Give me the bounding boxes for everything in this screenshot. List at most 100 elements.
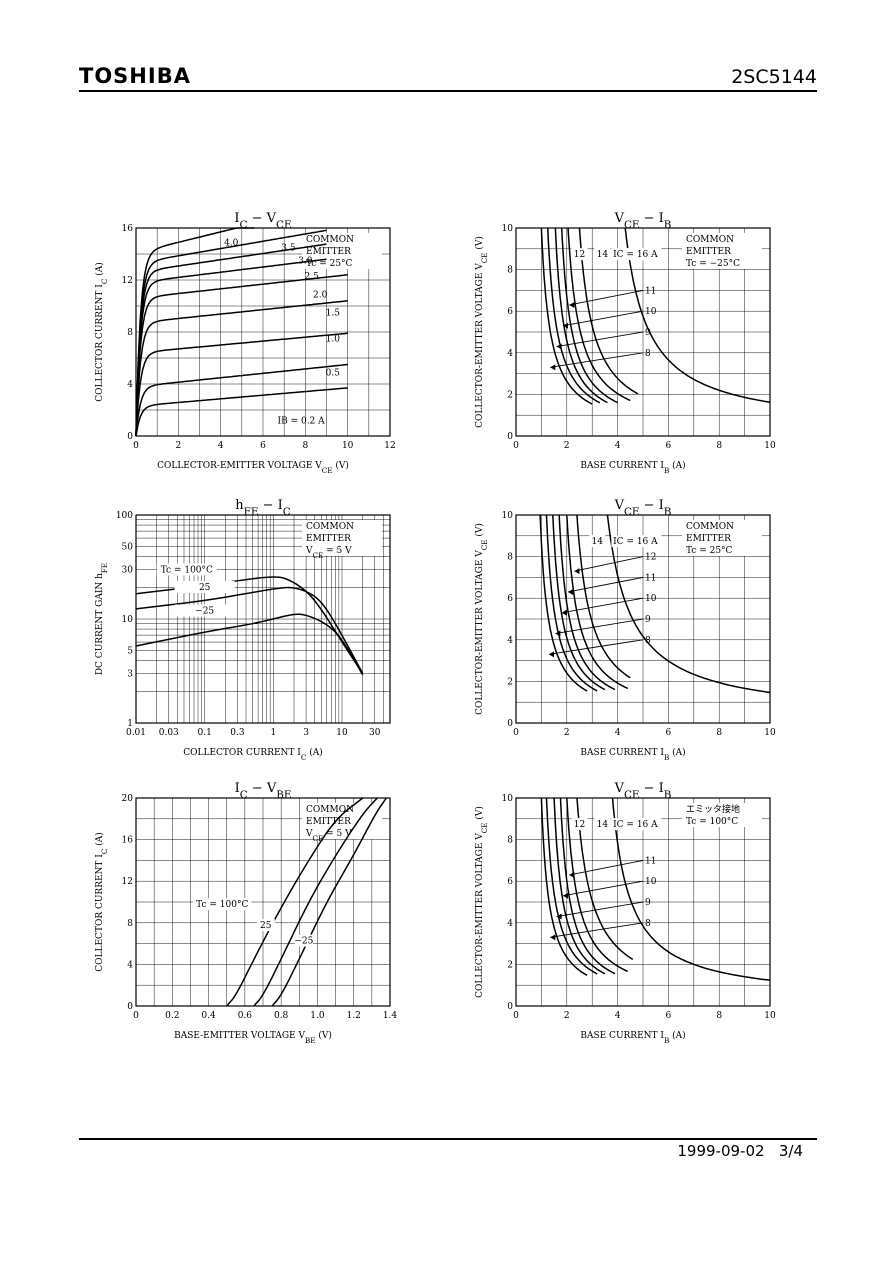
y-tick-label: 0 <box>507 1002 513 1012</box>
label-arrow <box>548 639 644 655</box>
y-tick-label: 16 <box>122 224 134 234</box>
curve-label-ib: 1.0 <box>326 335 341 345</box>
note-bg <box>682 803 762 815</box>
y-axis-label-part: FE <box>100 563 109 573</box>
label-arrow <box>574 556 644 572</box>
x-tick-label: 0.8 <box>274 1011 289 1021</box>
curve-ic-14 <box>576 797 634 961</box>
y-axis-label-part: CE <box>480 252 489 263</box>
chart-note: EMITTER <box>686 534 731 544</box>
chart-note: Tc = 25°C <box>686 546 733 556</box>
x-axis-label-part: B <box>664 753 669 762</box>
y-tick-label: 12 <box>122 877 133 887</box>
y-tick-label: 4 <box>507 349 513 359</box>
label-bg <box>571 248 588 261</box>
y-tick-label: 12 <box>122 276 133 286</box>
chart-title-part: − V <box>248 211 277 226</box>
part-number: 2SC5144 <box>731 66 817 88</box>
x-tick-label: 3 <box>303 728 309 738</box>
y-axis-label-part: (V) <box>474 806 485 822</box>
chart-note: EMITTER <box>306 247 351 257</box>
label-arrow <box>556 331 644 348</box>
chart-note: EMITTER <box>306 534 351 544</box>
chart-note-part: = 5 V <box>323 829 352 839</box>
arrow-head <box>568 588 574 595</box>
arrow-head <box>550 934 556 941</box>
chart-title-part: C <box>240 789 248 801</box>
label-arrow <box>562 310 644 327</box>
arrow-head <box>574 568 580 575</box>
chart-title-part: V <box>614 781 625 796</box>
chart-note: COMMON <box>686 522 734 532</box>
label-arrow <box>569 859 644 876</box>
footer-info: 1999-09-02 3/4 <box>677 1142 803 1160</box>
y-tick-label: 6 <box>507 877 513 887</box>
y-axis-label: COLLECTOR CURRENT IC (A) <box>94 262 109 401</box>
x-tick-label: 6 <box>260 441 266 451</box>
x-tick-label: 0.2 <box>165 1011 179 1021</box>
curve-label-side: 12 <box>645 553 656 563</box>
x-axis-label-part: BE <box>305 1036 316 1045</box>
x-tick-label: 10 <box>342 441 354 451</box>
curve-label-top: 12 <box>574 250 585 260</box>
y-axis-label: DC CURRENT GAIN hFE <box>95 563 109 675</box>
curve-label-side: 11 <box>645 856 656 866</box>
curve-label-side: 10 <box>645 307 657 317</box>
y-tick-label: 5 <box>127 646 133 656</box>
curve-label-top: IC = 16 A <box>613 250 658 260</box>
chart-note: EMITTER <box>306 817 351 827</box>
label-bg <box>611 248 662 261</box>
x-axis-label: BASE CURRENT IB (A) <box>580 747 685 762</box>
y-tick-label: 2 <box>507 677 513 687</box>
x-tick-label: 30 <box>369 728 381 738</box>
note-bg <box>682 544 762 556</box>
label-bg <box>256 919 275 931</box>
curve-vbe--25 <box>271 797 387 1007</box>
note-bg <box>682 233 762 245</box>
curve-vbe-Tc = 100°C <box>225 797 364 1007</box>
plot-frame <box>515 797 771 1007</box>
x-tick-label: 4 <box>615 441 621 451</box>
y-tick-label: 0 <box>507 432 513 442</box>
curve-label-vbe: Tc = 100°C <box>196 900 248 910</box>
label-bg <box>611 818 662 831</box>
arrow-head <box>549 651 555 658</box>
x-tick-label: 1.2 <box>347 1011 361 1021</box>
brand-logo: TOSHIBA <box>79 64 191 88</box>
arrow-head <box>562 322 568 329</box>
arrow-head <box>556 913 562 920</box>
curve-label-top: 12 <box>574 820 585 830</box>
chart-note-part: = 5 V <box>323 546 352 556</box>
x-tick-label: 0.1 <box>198 728 212 738</box>
chart-title-part: C <box>240 219 248 231</box>
y-tick-label: 30 <box>122 565 134 575</box>
arrow-head <box>561 609 567 616</box>
plot-frame <box>135 797 391 1007</box>
label-bg <box>589 535 606 548</box>
x-tick-label: 1.4 <box>383 1011 398 1021</box>
chart-title: VCE − IB <box>614 211 672 231</box>
x-tick-label: 1.0 <box>310 1011 325 1021</box>
arrow-head <box>555 630 561 637</box>
y-axis-label-part: (V) <box>474 236 485 252</box>
label-arrow <box>567 576 644 593</box>
x-axis-label: COLLECTOR-EMITTER VOLTAGE VCE (V) <box>157 460 349 475</box>
plot-frame <box>135 514 391 724</box>
chart-note: COMMON <box>306 522 354 532</box>
y-tick-label: 10 <box>502 794 514 804</box>
curve-ic-16 <box>624 227 771 403</box>
label-arrow <box>550 922 644 938</box>
curve-ic-8 <box>540 798 588 977</box>
chart-title-part: BE <box>276 789 291 801</box>
curve-label-hfe: −25 <box>195 606 214 616</box>
curve-ib-3.0 <box>135 243 327 437</box>
curve-ib-1.5 <box>135 300 348 437</box>
chart-note: COMMON <box>306 235 354 245</box>
chart-note: Tc = 25°C <box>306 259 353 269</box>
x-tick-label: 0.01 <box>126 728 146 738</box>
curve-hfe-Tc = 100°C <box>135 576 364 674</box>
x-tick-label: 12 <box>384 441 395 451</box>
